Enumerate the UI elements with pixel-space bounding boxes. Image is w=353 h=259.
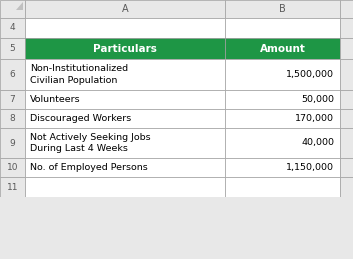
Bar [0, 0, 25, 18]
Bar [0, 90, 25, 109]
Text: Not Actively Seeking Jobs
During Last 4 Weeks: Not Actively Seeking Jobs During Last 4 … [30, 133, 151, 153]
Bar [340, 59, 353, 90]
Bar [225, 109, 340, 128]
Bar [340, 90, 353, 109]
Bar [0, 128, 25, 158]
Bar [225, 0, 340, 18]
Bar [340, 38, 353, 59]
Bar [25, 90, 225, 109]
Bar [0, 109, 25, 128]
Bar [25, 18, 225, 38]
Text: Particulars: Particulars [93, 44, 157, 54]
Bar [340, 0, 353, 18]
Bar [225, 177, 340, 197]
Bar [225, 128, 340, 158]
Text: Amount: Amount [259, 44, 305, 54]
Bar [340, 18, 353, 38]
Text: 11: 11 [7, 183, 18, 191]
Text: 50,000: 50,000 [301, 95, 334, 104]
Text: 6: 6 [10, 70, 16, 79]
Text: 4: 4 [10, 24, 15, 32]
Bar [225, 59, 340, 90]
Text: No. of Employed Persons: No. of Employed Persons [30, 163, 148, 172]
Bar [0, 158, 25, 177]
Bar [340, 177, 353, 197]
Bar [25, 177, 225, 197]
Text: 7: 7 [10, 95, 16, 104]
Bar [225, 90, 340, 109]
Bar [0, 18, 25, 38]
Text: Discouraged Workers: Discouraged Workers [30, 114, 131, 123]
Bar [340, 158, 353, 177]
Text: 5: 5 [10, 44, 16, 53]
Bar [340, 109, 353, 128]
Bar [0, 177, 25, 197]
Text: 1,500,000: 1,500,000 [286, 70, 334, 79]
Bar [225, 158, 340, 177]
Bar [25, 38, 225, 59]
Bar [25, 59, 225, 90]
Bar [25, 128, 225, 158]
Text: 8: 8 [10, 114, 16, 123]
Text: Non-Institutionalized
Civilian Population: Non-Institutionalized Civilian Populatio… [30, 64, 128, 84]
Bar [25, 0, 225, 18]
Bar [340, 128, 353, 158]
Polygon shape [16, 2, 23, 10]
Bar [25, 158, 225, 177]
Bar [225, 18, 340, 38]
Bar [0, 38, 25, 59]
Text: 9: 9 [10, 139, 16, 147]
Text: A: A [122, 4, 128, 14]
Text: 1,150,000: 1,150,000 [286, 163, 334, 172]
Bar [25, 109, 225, 128]
Text: B: B [279, 4, 286, 14]
Text: 170,000: 170,000 [295, 114, 334, 123]
Bar [0, 59, 25, 90]
Text: 40,000: 40,000 [301, 139, 334, 147]
Bar [225, 38, 340, 59]
Bar [0, 197, 353, 259]
Text: Volunteers: Volunteers [30, 95, 80, 104]
Text: 10: 10 [7, 163, 18, 172]
